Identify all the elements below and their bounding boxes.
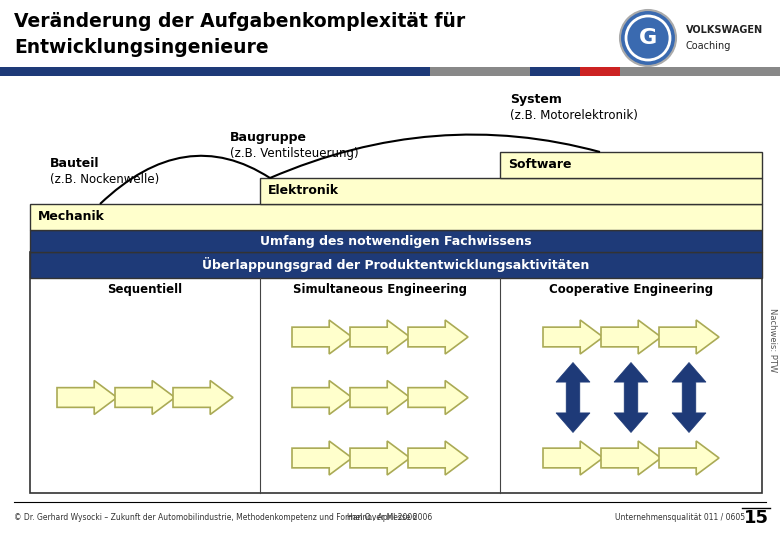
Polygon shape	[659, 320, 719, 354]
Text: System: System	[510, 93, 562, 106]
Polygon shape	[292, 320, 352, 354]
Text: Umfang des notwendigen Fachwissens: Umfang des notwendigen Fachwissens	[261, 234, 532, 247]
Bar	[30, 230, 762, 252]
Polygon shape	[556, 362, 590, 433]
Text: Veränderung der Aufgabenkomplexität für: Veränderung der Aufgabenkomplexität für	[14, 12, 465, 31]
Bar	[500, 152, 762, 178]
Text: G: G	[639, 28, 657, 48]
Text: Elektronik: Elektronik	[268, 185, 339, 198]
Bar	[30, 252, 762, 493]
Text: Unternehmensqualität 011 / 0605: Unternehmensqualität 011 / 0605	[615, 514, 745, 523]
Text: Sequentiell: Sequentiell	[108, 284, 183, 296]
Bar	[530, 67, 580, 76]
Text: Cooperative Engineering: Cooperative Engineering	[549, 284, 713, 296]
Polygon shape	[659, 441, 719, 475]
Polygon shape	[543, 320, 603, 354]
Polygon shape	[601, 320, 661, 354]
Bar	[30, 204, 762, 230]
Polygon shape	[614, 362, 648, 433]
Polygon shape	[350, 381, 410, 415]
Text: (z.B. Nockenwelle): (z.B. Nockenwelle)	[50, 173, 159, 186]
Polygon shape	[292, 381, 352, 415]
Polygon shape	[173, 381, 233, 415]
Text: VOLKSWAGEN: VOLKSWAGEN	[686, 25, 763, 35]
Polygon shape	[543, 441, 603, 475]
Polygon shape	[115, 381, 175, 415]
Circle shape	[620, 10, 676, 66]
Text: Mechanik: Mechanik	[38, 211, 105, 224]
Polygon shape	[408, 381, 468, 415]
Polygon shape	[350, 320, 410, 354]
Bar	[580, 67, 620, 76]
Text: Simultaneous Engineering: Simultaneous Engineering	[293, 284, 467, 296]
Text: Entwicklungsingenieure: Entwicklungsingenieure	[14, 38, 268, 57]
Text: Baugruppe: Baugruppe	[230, 131, 307, 144]
Polygon shape	[601, 441, 661, 475]
Text: © Dr. Gerhard Wysocki – Zukunft der Automobilindustrie, Methodenkompetenz und Fo: © Dr. Gerhard Wysocki – Zukunft der Auto…	[14, 514, 417, 523]
Polygon shape	[292, 441, 352, 475]
Polygon shape	[672, 362, 706, 433]
Text: (z.B. Ventilsteuerung): (z.B. Ventilsteuerung)	[230, 147, 359, 160]
Bar	[30, 252, 762, 278]
Text: Coaching: Coaching	[686, 41, 732, 51]
Text: (z.B. Motorelektronik): (z.B. Motorelektronik)	[510, 109, 638, 122]
Polygon shape	[57, 381, 117, 415]
Polygon shape	[408, 441, 468, 475]
Polygon shape	[408, 320, 468, 354]
Bar	[0, 67, 430, 76]
Text: Hannover Messe 2006: Hannover Messe 2006	[347, 514, 433, 523]
Polygon shape	[350, 441, 410, 475]
Bar	[620, 67, 780, 76]
Text: Nachweis: PTW: Nachweis: PTW	[768, 308, 778, 372]
Text: Überlappungsgrad der Produktentwicklungsaktivitäten: Überlappungsgrad der Produktentwicklungs…	[202, 258, 590, 273]
Text: Bauteil: Bauteil	[50, 157, 100, 170]
Bar	[430, 67, 530, 76]
Text: 15: 15	[743, 509, 768, 527]
Bar	[260, 178, 762, 204]
Text: Software: Software	[508, 159, 572, 172]
